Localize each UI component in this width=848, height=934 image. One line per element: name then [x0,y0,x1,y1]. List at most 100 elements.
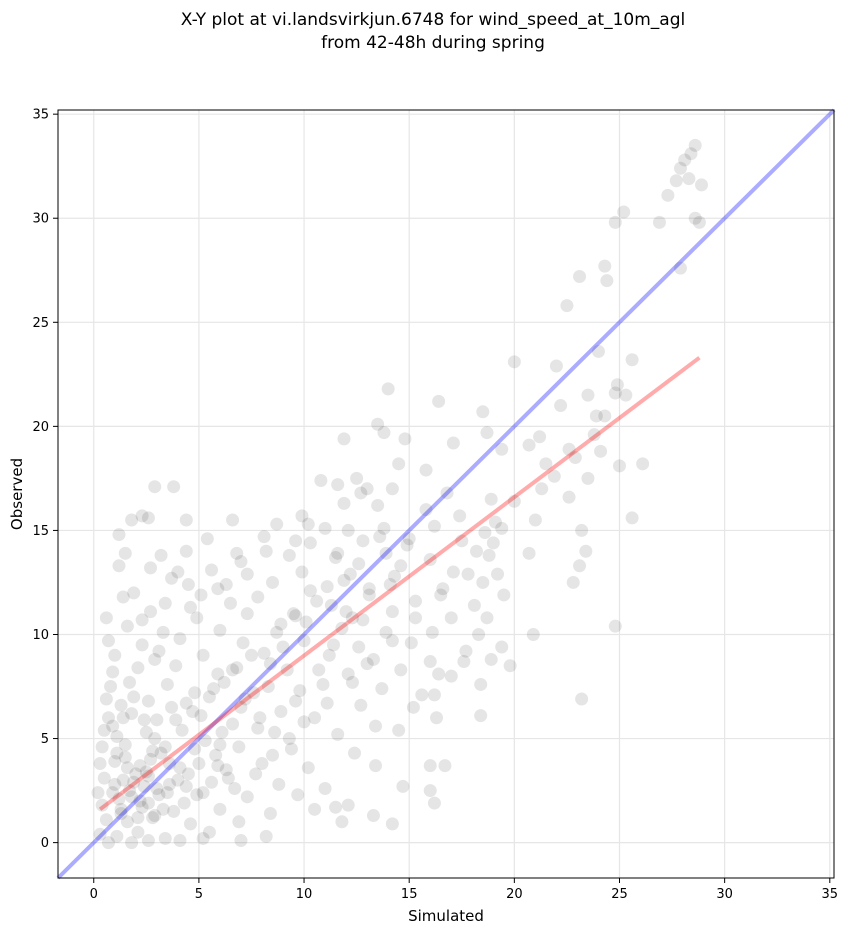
data-point [266,748,280,762]
data-point [301,761,315,775]
data-point [186,704,200,718]
data-point [289,534,303,548]
data-point [215,725,229,739]
data-point [261,680,275,694]
data-point [371,417,385,431]
data-point [308,802,322,816]
data-point [207,682,221,696]
data-point [398,432,412,446]
data-point [476,575,490,589]
data-point [272,777,286,791]
data-point [251,721,265,735]
data-point [425,625,439,639]
data-point [141,694,155,708]
data-point [392,457,406,471]
data-point [617,205,631,219]
data-point [427,796,441,810]
data-point [289,609,303,623]
data-point [335,621,349,635]
data-point [148,732,162,746]
data-point [183,600,197,614]
data-point [118,546,132,560]
data-point [266,575,280,589]
data-point [223,596,237,610]
x-tick-label: 20 [506,887,523,902]
data-point [310,594,324,608]
data-point [352,557,366,571]
data-point [152,788,166,802]
data-point [295,509,309,523]
data-point [110,829,124,843]
data-point [167,804,181,818]
y-tick-label: 5 [41,732,49,747]
data-point [423,553,437,567]
data-point [234,834,248,848]
data-point [684,147,698,161]
data-point [360,482,374,496]
y-tick-label: 20 [32,420,49,435]
data-point [385,634,399,648]
reference-lines [56,108,836,880]
data-point [112,528,126,542]
data-point [636,457,650,471]
data-point [131,661,145,675]
data-point [171,773,185,787]
data-point [562,490,576,504]
data-point [135,638,149,652]
data-point [331,478,345,492]
data-point [209,748,223,762]
data-point [179,696,193,710]
data-point [282,548,296,562]
data-point [202,690,216,704]
data-point [432,667,446,681]
data-point [299,615,313,629]
grid-lines [58,110,834,878]
data-point [318,782,332,796]
data-point [232,815,246,829]
data-point [345,675,359,689]
data-point [110,729,124,743]
data-point [228,782,242,796]
data-point [446,436,460,450]
data-point [331,546,345,560]
data-point [120,761,134,775]
data-point [549,359,563,373]
data-point [482,548,496,562]
data-point [123,675,137,689]
data-point [181,578,195,592]
data-point [581,388,595,402]
data-point [356,613,370,627]
data-point [211,667,225,681]
data-point [366,652,380,666]
data-point [240,607,254,621]
data-point [194,588,208,602]
data-point [316,677,330,691]
data-point [547,469,561,483]
data-point [341,523,355,537]
data-point [129,767,143,781]
data-point [236,636,250,650]
x-axis-ticks: 0 5 10 15 20 25 30 35 [90,878,838,902]
data-point [488,515,502,529]
data-point [270,625,284,639]
data-point [141,769,155,783]
data-point [339,605,353,619]
data-point [575,523,589,537]
data-point [598,259,612,273]
data-point [165,700,179,714]
data-point [148,809,162,823]
data-point [131,825,145,839]
data-point [438,759,452,773]
data-point [444,611,458,625]
data-point [95,740,109,754]
data-point [329,800,343,814]
data-point [158,596,172,610]
data-point [581,471,595,485]
data-point [377,426,391,440]
x-axis-label: Simulated [408,907,484,925]
data-point [133,759,147,773]
data-point [430,711,444,725]
data-point [427,519,441,533]
data-point [93,757,107,771]
